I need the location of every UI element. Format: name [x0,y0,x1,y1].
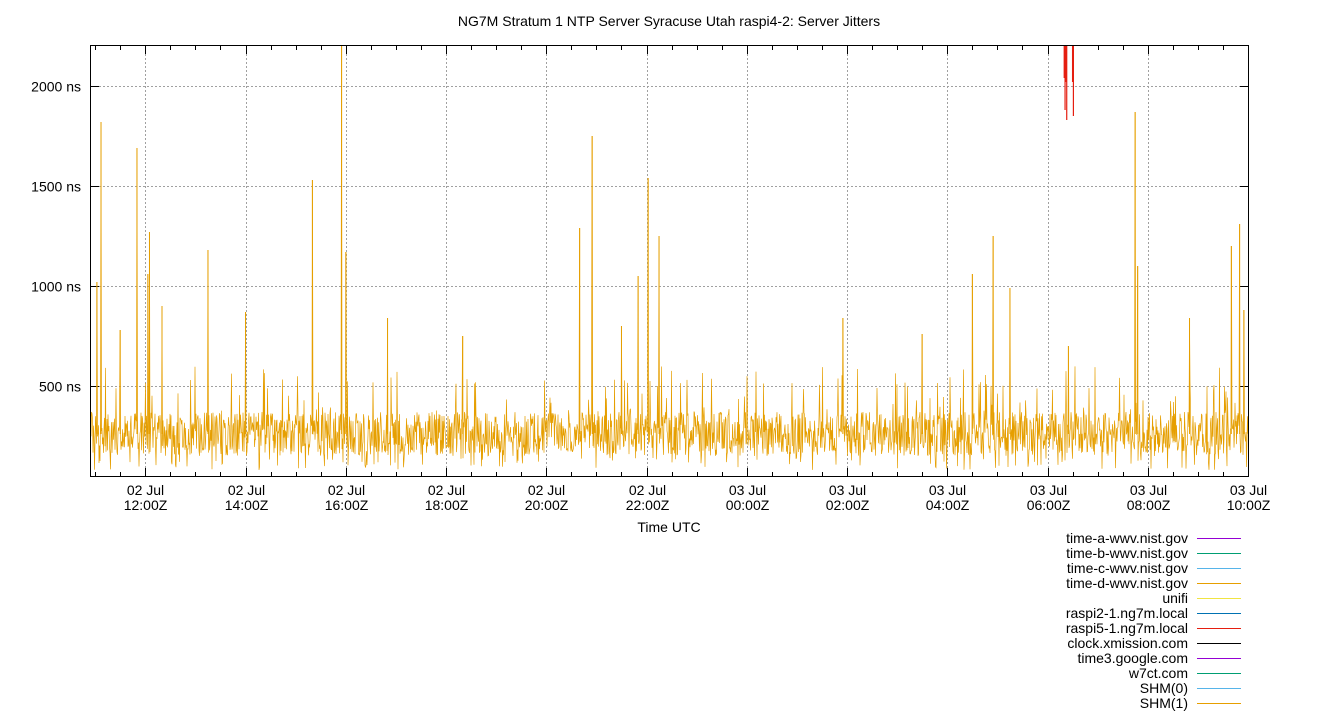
series-line-shm1 [91,46,1248,470]
x-tick-label-date: 03 Jul [829,482,866,498]
chart-title: NG7M Stratum 1 NTP Server Syracuse Utah … [458,13,880,29]
x-tick-label-time: 20:00Z [525,497,569,513]
plot-frame [90,45,1249,477]
legend-label: raspi2-1.ng7m.local [1066,605,1188,621]
x-tick-label-time: 12:00Z [124,497,168,513]
legend-label: time-b-wwv.nist.gov [1066,545,1188,561]
x-tick-label-date: 02 Jul [528,482,565,498]
x-axis-label: Time UTC [637,519,700,535]
x-tick-label-time: 06:00Z [1027,497,1071,513]
legend-label: unifi [1162,590,1188,606]
x-tick-label-time: 00:00Z [726,497,770,513]
y-tick-label: 1000 ns [31,279,81,295]
x-tick-label-date: 03 Jul [729,482,766,498]
legend-label: SHM(0) [1140,680,1188,696]
x-tick-label-time: 18:00Z [425,497,469,513]
y-tick-label: 1500 ns [31,179,81,195]
x-tick-label-date: 02 Jul [428,482,465,498]
x-tick-label-time: 16:00Z [325,497,369,513]
x-tick-label-time: 02:00Z [826,497,870,513]
x-tick-label-date: 03 Jul [1230,482,1267,498]
x-tick-label-date: 02 Jul [629,482,666,498]
x-tick-label-time: 14:00Z [225,497,269,513]
y-tick-label: 500 ns [39,379,81,395]
x-tick-label-time: 08:00Z [1127,497,1171,513]
x-tick-label-date: 03 Jul [1130,482,1167,498]
legend-label: SHM(1) [1140,695,1188,711]
x-tick-label-date: 02 Jul [328,482,365,498]
x-tick-label-time: 04:00Z [926,497,970,513]
x-tick-label-date: 03 Jul [929,482,966,498]
legend-label: time-d-wwv.nist.gov [1066,575,1188,591]
legend-label: time3.google.com [1077,650,1188,666]
series-layer [91,46,1248,470]
grid-lines [91,46,1249,476]
legend-label: time-c-wwv.nist.gov [1067,560,1188,576]
legend-label: clock.xmission.com [1067,635,1188,651]
y-tick-label: 2000 ns [31,79,81,95]
legend-label: raspi5-1.ng7m.local [1066,620,1188,636]
x-tick-label-date: 03 Jul [1030,482,1067,498]
x-tick-label-date: 02 Jul [228,482,265,498]
y-axis-ticks: 500 ns 1000 ns 1500 ns 2000 ns [31,79,1248,395]
legend: time-a-wwv.nist.govtime-b-wwv.nist.govti… [1066,530,1241,711]
legend-label: time-a-wwv.nist.gov [1066,530,1188,546]
legend-label: w7ct.com [1128,665,1188,681]
x-tick-label-time: 22:00Z [626,497,670,513]
x-tick-label-time: 10:00Z [1227,497,1271,513]
x-tick-label-date: 02 Jul [127,482,164,498]
